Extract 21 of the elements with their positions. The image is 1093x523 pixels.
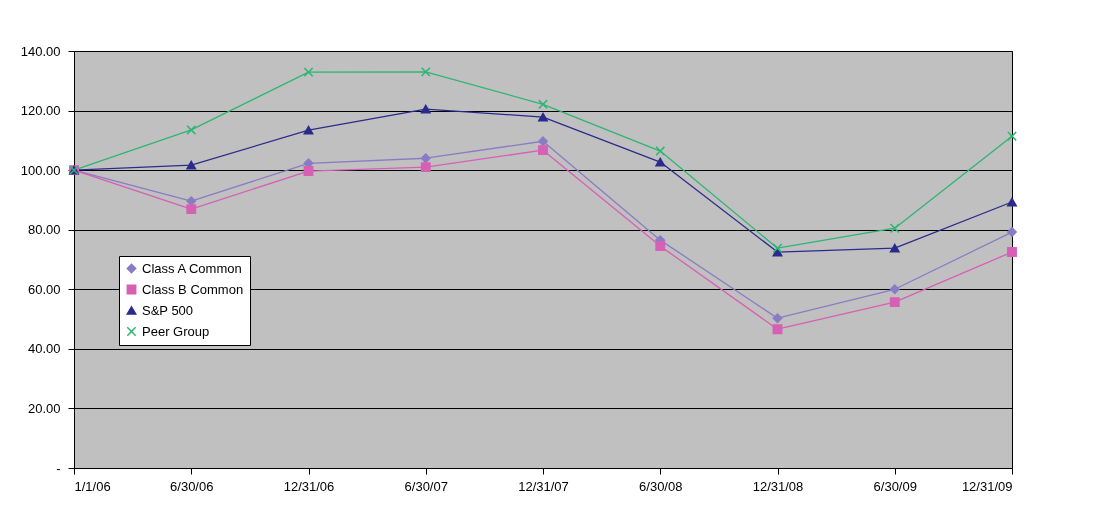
- y-tick-label: 100.00: [20, 162, 61, 178]
- x-tick-label: 6/30/07: [404, 478, 448, 494]
- y-tick-label: 60.00: [27, 281, 61, 297]
- y-tick-label: 40.00: [27, 341, 61, 357]
- x-tick-label: 1/1/06: [74, 478, 111, 494]
- y-tick-label: 80.00: [27, 222, 61, 238]
- x-tick-label: 12/31/06: [283, 478, 335, 494]
- y-tick-label: 140.00: [20, 43, 61, 59]
- x-tick-label: 6/30/09: [873, 478, 917, 494]
- legend-label: Peer Group: [142, 323, 210, 339]
- y-tick-label: -: [56, 460, 61, 476]
- legend-label: S&P 500: [142, 302, 194, 318]
- x-tick-label: 12/31/09: [961, 478, 1013, 494]
- y-tick-label: 120.00: [20, 103, 61, 119]
- y-tick-label: 20.00: [27, 400, 61, 416]
- legend-label: Class B Common: [142, 281, 244, 297]
- x-tick-label: 12/31/07: [518, 478, 569, 494]
- legend-label: Class A Common: [142, 260, 242, 276]
- x-tick-label: 6/30/06: [170, 478, 214, 494]
- x-tick-label: 6/30/08: [639, 478, 683, 494]
- x-tick-label: 12/31/08: [752, 478, 804, 494]
